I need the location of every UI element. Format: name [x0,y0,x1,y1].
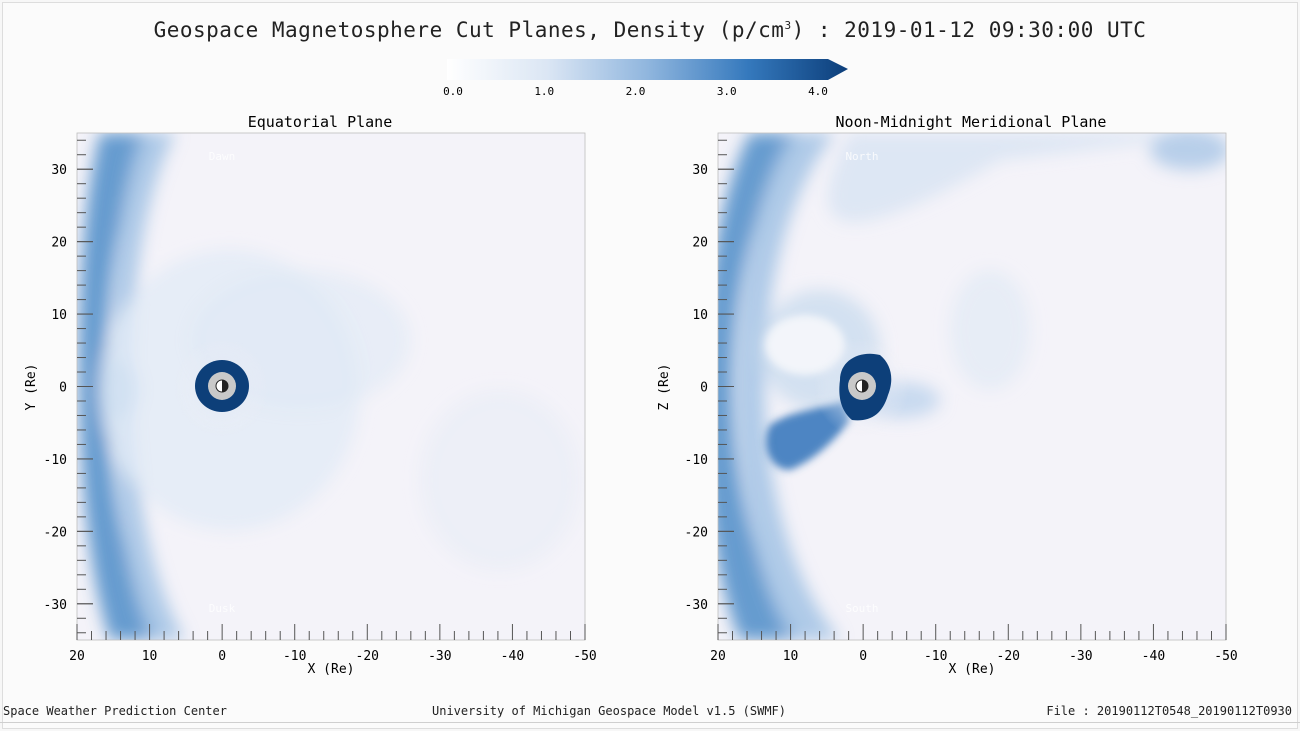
y-tick-label: 0 [59,381,67,396]
y-tick-label: 30 [51,163,67,178]
x-tick-label: -30 [428,649,451,664]
y-tick-label: -10 [685,453,708,468]
panel-title: Equatorial Plane [248,113,393,131]
x-tick-label: -20 [356,649,379,664]
x-tick-label: -50 [1214,649,1237,664]
y-tick-label: -10 [44,453,67,468]
x-tick-label: 0 [218,649,226,664]
y-tick-label: -30 [685,598,708,613]
x-tick-label: 20 [69,649,85,664]
colorbar-body [447,59,848,80]
meridional-plane-panel: Noon-Midnight Meridional Plane [657,113,1238,677]
y-tick-label: 20 [51,236,67,251]
x-tick-label: 20 [710,649,726,664]
x-tick-label: 10 [783,649,799,664]
y-tick-label: 10 [51,308,67,323]
footer-rule [0,722,1300,723]
earth-marker [839,353,892,421]
x-axis-label: X (Re) [949,662,996,677]
x-axis-label: X (Re) [308,662,355,677]
bottom-annotation: Dusk [209,602,236,615]
top-annotation: North [845,150,878,163]
y-tick-label: -30 [44,598,67,613]
x-tick-label: 0 [859,649,867,664]
x-tick-label: -40 [501,649,524,664]
y-tick-label: 30 [692,163,708,178]
colorbar-tick-label: 3.0 [717,85,737,98]
x-tick-label: -10 [924,649,947,664]
footer-center: University of Michigan Geospace Model v1… [432,704,787,718]
footer-right: File : 20190112T0548_20190112T0930 [1046,704,1292,718]
y-tick-label: 0 [700,381,708,396]
y-axis-label: Z (Re) [657,364,672,411]
y-tick-label: -20 [685,525,708,540]
colorbar: 0.0 1.0 2.0 3.0 4.0 [443,59,848,98]
density-field [77,133,585,640]
bottom-annotation: South [845,602,878,615]
colorbar-tick-label: 4.0 [808,85,828,98]
colorbar-tick-label: 1.0 [534,85,554,98]
equatorial-plane-panel: Equatorial Plane Dawn Dusk 20 10 0 -10 -20 -3… [24,113,597,677]
y-tick-label: 20 [692,236,708,251]
y-axis-label: Y (Re) [24,364,39,411]
figure-title: Geospace Magnetosphere Cut Planes, Densi… [153,18,1147,42]
x-tick-label: -20 [997,649,1020,664]
x-tick-label: -50 [573,649,596,664]
colorbar-tick-label: 2.0 [626,85,646,98]
y-tick-label: -20 [44,525,67,540]
colorbar-tick-label: 0.0 [443,85,463,98]
figure-canvas: 0.0 1.0 2.0 3.0 4.0 Equatorial Plane Dawn Du… [24,59,1238,677]
density-field [718,133,1226,640]
x-tick-label: 10 [142,649,158,664]
earth-marker [195,360,249,412]
top-annotation: Dawn [209,150,236,163]
x-tick-label: -40 [1142,649,1165,664]
x-tick-label: -30 [1069,649,1092,664]
y-tick-label: 10 [692,308,708,323]
x-tick-label: -10 [283,649,306,664]
footer-left: Space Weather Prediction Center [3,704,227,718]
panel-title: Noon-Midnight Meridional Plane [836,113,1107,131]
